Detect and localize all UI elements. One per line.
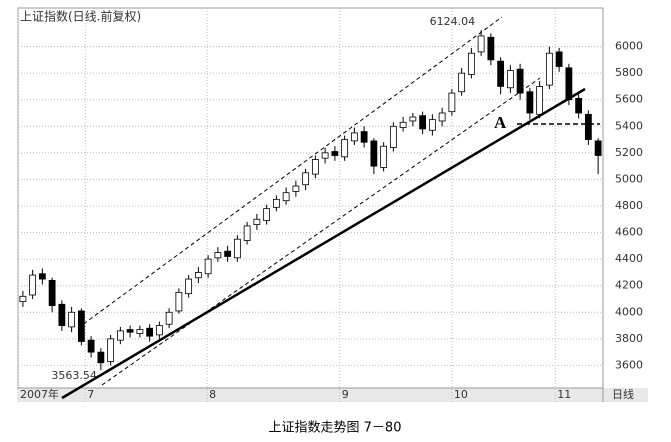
low-label: 3563.54 bbox=[51, 369, 97, 382]
x-tick-label: 10 bbox=[454, 388, 468, 401]
y-tick-label: 4200 bbox=[615, 279, 643, 292]
candle-body bbox=[419, 115, 427, 130]
candle-body bbox=[555, 51, 563, 67]
annotation: A bbox=[494, 113, 507, 132]
candle-body bbox=[165, 311, 173, 325]
candle-body bbox=[136, 329, 144, 334]
y-tick-label: 3800 bbox=[615, 332, 643, 345]
y-tick-label: 3600 bbox=[615, 358, 643, 371]
y-tick-label: 4400 bbox=[615, 252, 643, 265]
candle-body bbox=[97, 351, 105, 364]
candle-body bbox=[253, 218, 261, 225]
candle-body bbox=[341, 139, 349, 158]
candle-body bbox=[370, 140, 378, 167]
trend-lines bbox=[61, 16, 600, 400]
candle-body bbox=[516, 68, 524, 94]
candle-body bbox=[526, 91, 534, 114]
trend-line bbox=[61, 87, 586, 400]
candle-body bbox=[302, 172, 310, 186]
x-tick-label: 8 bbox=[209, 388, 216, 401]
candle-body bbox=[575, 97, 583, 114]
x-tick-label: 2007年 bbox=[20, 387, 59, 401]
y-tick-label: 4800 bbox=[615, 199, 643, 212]
candle-body bbox=[194, 272, 202, 279]
candle-body bbox=[38, 273, 46, 280]
candle-body bbox=[458, 72, 466, 93]
y-tick-label: 5600 bbox=[615, 93, 643, 106]
candle-body bbox=[87, 339, 95, 353]
y-tick-label: 5400 bbox=[615, 119, 643, 132]
candle-body bbox=[204, 258, 212, 275]
candle-body bbox=[282, 192, 290, 202]
candle-body bbox=[68, 311, 76, 328]
candle-body bbox=[29, 274, 37, 296]
candle-body bbox=[331, 151, 339, 156]
candle-body bbox=[107, 338, 115, 362]
caption: 上证指数走势图 7－80 bbox=[269, 420, 402, 436]
channel-upper bbox=[77, 16, 503, 329]
y-tick-label: 4600 bbox=[615, 226, 643, 239]
candle-body bbox=[214, 252, 222, 259]
x-tick-label: 7 bbox=[87, 388, 94, 401]
candle-body bbox=[263, 208, 271, 222]
candle-body bbox=[487, 36, 495, 61]
candle-body bbox=[565, 67, 573, 101]
candle-body bbox=[126, 329, 134, 333]
candle-body bbox=[594, 140, 602, 156]
candle-body bbox=[448, 92, 456, 113]
candle-body bbox=[243, 225, 251, 241]
candle-body bbox=[155, 325, 163, 336]
y-tick-label: 4000 bbox=[615, 305, 643, 318]
candle-body bbox=[19, 295, 27, 303]
y-tick-label: 5800 bbox=[615, 66, 643, 79]
candle-body bbox=[380, 145, 388, 168]
x-tick-label: 9 bbox=[342, 388, 349, 401]
candle-body bbox=[360, 131, 368, 143]
candle-body bbox=[224, 250, 232, 257]
period-label: 日线 bbox=[612, 387, 634, 401]
channel-lower bbox=[101, 77, 541, 386]
candle-body bbox=[175, 291, 183, 312]
candle-body bbox=[292, 185, 300, 192]
candle-body bbox=[233, 238, 241, 259]
candle-body bbox=[497, 60, 505, 87]
high-label: 6124.04 bbox=[430, 15, 476, 28]
candle-body bbox=[146, 327, 154, 337]
y-tick-label: 5200 bbox=[615, 146, 643, 159]
candle-body bbox=[321, 152, 329, 159]
candle-body bbox=[48, 279, 56, 307]
candle-body bbox=[428, 119, 436, 131]
candle-body bbox=[311, 159, 319, 175]
candle-body bbox=[77, 310, 85, 342]
candle-body bbox=[477, 35, 485, 53]
y-tick-label: 6000 bbox=[615, 40, 643, 53]
candle-body bbox=[467, 52, 475, 75]
candle-body bbox=[506, 70, 514, 89]
x-axis-band bbox=[18, 388, 648, 402]
x-tick-label: 11 bbox=[557, 388, 571, 401]
candle-body bbox=[438, 112, 446, 122]
y-tick-label: 5000 bbox=[615, 172, 643, 185]
candle-body bbox=[185, 278, 193, 295]
candle-body bbox=[272, 198, 280, 208]
chart-title: 上证指数(日线.前复权) bbox=[20, 9, 141, 24]
candle-body bbox=[536, 86, 544, 115]
candle-body bbox=[584, 113, 592, 140]
candle-body bbox=[545, 52, 553, 86]
candle-body bbox=[58, 303, 66, 326]
candle-body bbox=[399, 121, 407, 129]
candle-body bbox=[409, 116, 417, 122]
candle-body bbox=[350, 132, 358, 142]
candle-body bbox=[116, 330, 124, 341]
candle-body bbox=[389, 125, 397, 148]
